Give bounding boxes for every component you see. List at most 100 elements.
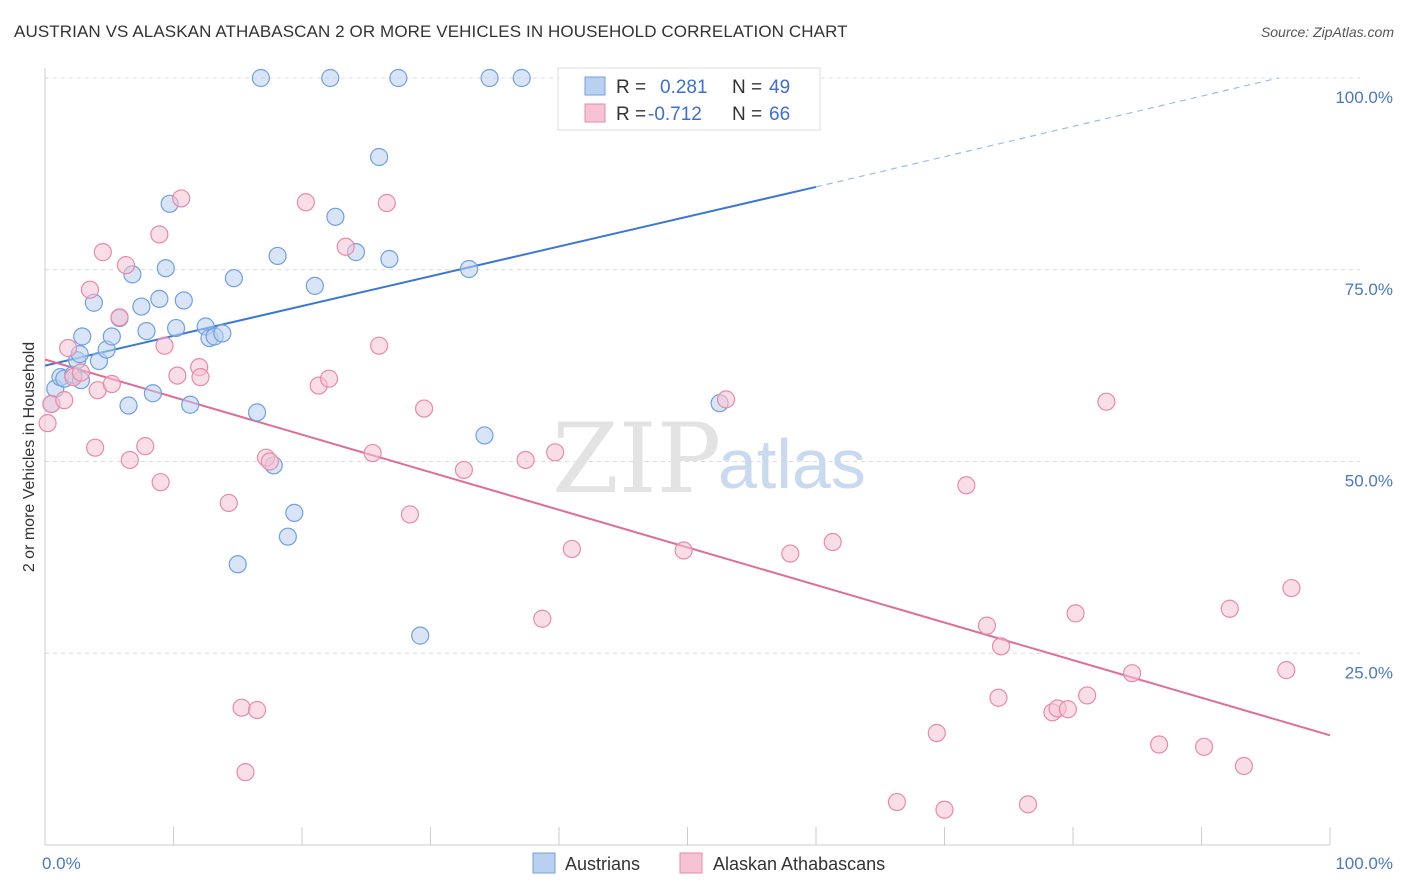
legend-n-value-2: 66 bbox=[769, 104, 790, 125]
alaskan-athabascans-point bbox=[232, 698, 251, 717]
alaskan-athabascans-point bbox=[93, 243, 112, 262]
alaskan-athabascans-point bbox=[1078, 686, 1097, 705]
alaskan-athabascans-point bbox=[935, 800, 954, 819]
source-label: Source: ZipAtlas.com bbox=[1260, 24, 1394, 40]
alaskan-athabascans-point bbox=[136, 437, 155, 456]
alaskan-athabascans-point bbox=[80, 280, 100, 299]
y-axis-title: 2 or more Vehicles in Household bbox=[21, 342, 38, 572]
austrians-point bbox=[73, 327, 92, 346]
alaskan-athabascans-point bbox=[363, 443, 382, 463]
x-tick-labels: 0.0% 100.0% bbox=[42, 854, 1393, 873]
alaskan-athabascans-point bbox=[319, 369, 339, 388]
austrians-point bbox=[213, 324, 232, 343]
y-tick-label: 25.0% bbox=[1345, 663, 1393, 682]
austrians-point bbox=[143, 384, 163, 403]
alaskan-athabascans-point bbox=[1194, 737, 1214, 756]
alaskan-athabascans-point bbox=[377, 193, 396, 213]
austrians-point bbox=[224, 269, 243, 288]
alaskan-athabascans-point bbox=[336, 237, 355, 256]
austrians-point bbox=[326, 207, 345, 226]
alaskan-athabascans-point bbox=[400, 505, 420, 524]
alaskan-athabascans-point bbox=[296, 193, 315, 212]
alaskan-athabascans-point bbox=[1097, 392, 1116, 411]
alaskan-athabascans-point bbox=[236, 763, 255, 782]
alaskan-athabascans-point bbox=[516, 450, 535, 470]
alaskan-athabascans-point bbox=[887, 792, 907, 812]
legend-n-label-1: N = bbox=[732, 77, 762, 98]
alaskan-athabascans-point bbox=[977, 616, 997, 635]
alaskan-athabascans-point bbox=[191, 368, 210, 387]
alaskan-athabascans-point bbox=[533, 609, 552, 628]
austrians-point bbox=[411, 626, 430, 645]
watermark-atlas: atlas bbox=[718, 425, 866, 503]
austrians-point bbox=[150, 289, 169, 308]
alaskan-athabascans-point bbox=[823, 532, 842, 552]
alaskan-athabascans-point bbox=[991, 637, 1011, 656]
stats-legend: R = 0.281 N = 49 R = -0.712 N = 66 bbox=[557, 67, 821, 131]
austrians-point bbox=[174, 291, 193, 310]
legend-r-label-2: R = bbox=[616, 104, 646, 125]
chart-title: AUSTRIAN VS ALASKAN ATHABASCAN 2 OR MORE… bbox=[14, 22, 848, 41]
alaskan-athabascans-point bbox=[55, 391, 74, 410]
austrians-point bbox=[166, 318, 186, 338]
austrians-point bbox=[156, 259, 175, 278]
alaskan-athabascans-legend-label: Alaskan Athabascans bbox=[713, 854, 885, 874]
alaskan-athabascans-point bbox=[1123, 664, 1142, 683]
x-tick-label: 100.0% bbox=[1335, 854, 1393, 873]
alaskan-athabascans-point bbox=[151, 473, 170, 492]
austrians-point bbox=[251, 68, 270, 88]
series-legend: Austrians Alaskan Athabascans bbox=[532, 852, 885, 874]
y-tick-label: 100.0% bbox=[1335, 88, 1393, 107]
austrians-point bbox=[102, 327, 121, 346]
alaskan-athabascans-point bbox=[989, 688, 1008, 707]
alaskan-athabascans-point bbox=[1234, 756, 1254, 776]
austrians-point bbox=[285, 503, 304, 522]
alaskan-athabascans-point bbox=[1058, 700, 1077, 719]
alaskan-athabascans-point bbox=[116, 256, 136, 275]
austrians-point bbox=[321, 68, 340, 88]
alaskan-athabascans-point bbox=[1282, 578, 1301, 598]
austrians-point bbox=[459, 259, 479, 279]
axes bbox=[44, 68, 1331, 846]
alaskan-athabascans-point bbox=[1066, 604, 1085, 623]
austrians-point bbox=[389, 68, 408, 88]
alaskan-athabascans-point bbox=[120, 450, 139, 470]
alaskan-athabascans-point bbox=[219, 493, 238, 513]
alaskan-athabascans-point bbox=[1149, 735, 1169, 754]
alaskan-athabascans-point bbox=[172, 189, 191, 208]
austrians-point bbox=[475, 426, 494, 445]
austrians-point bbox=[512, 68, 531, 88]
alaskan-athabascans-point bbox=[38, 414, 57, 433]
y-tick-labels: 25.0% 50.0% 75.0% 100.0% bbox=[1335, 88, 1393, 682]
austrians-legend-swatch bbox=[584, 76, 606, 96]
alaskan-athabascans-legend-swatch bbox=[584, 103, 606, 123]
austrians-point bbox=[268, 246, 287, 266]
austrians-trend-extension bbox=[815, 77, 1279, 188]
watermark: ZIP atlas bbox=[552, 403, 866, 515]
alaskan-athabascans-point bbox=[1277, 661, 1296, 680]
austrians-point bbox=[380, 249, 399, 269]
austrians-point bbox=[370, 147, 389, 167]
y-tick-label: 75.0% bbox=[1345, 280, 1393, 299]
alaskan-athabascans-swatch bbox=[679, 852, 703, 874]
austrians-legend-label: Austrians bbox=[565, 854, 640, 874]
austrians-point bbox=[137, 322, 156, 341]
alaskan-athabascans-point bbox=[260, 452, 279, 471]
legend-n-label-2: N = bbox=[732, 104, 762, 125]
alaskan-athabascans-point bbox=[562, 539, 581, 559]
alaskan-athabascans-point bbox=[59, 338, 78, 358]
legend-r-value-2: -0.712 bbox=[648, 104, 702, 125]
alaskan-athabascans-point bbox=[546, 443, 565, 462]
alaskan-athabascans-point bbox=[71, 363, 91, 382]
x-tick-label: 0.0% bbox=[42, 854, 81, 873]
alaskan-athabascans-point bbox=[155, 336, 174, 355]
y-tick-label: 50.0% bbox=[1345, 472, 1393, 491]
legend-r-label-1: R = bbox=[616, 77, 646, 98]
alaskan-athabascans-point bbox=[370, 336, 389, 355]
alaskan-athabascans-point bbox=[86, 438, 105, 457]
alaskan-athabascans-point bbox=[110, 308, 129, 327]
austrians-point bbox=[305, 276, 324, 295]
watermark-zip: ZIP bbox=[552, 403, 721, 515]
austrians-point bbox=[181, 395, 200, 414]
